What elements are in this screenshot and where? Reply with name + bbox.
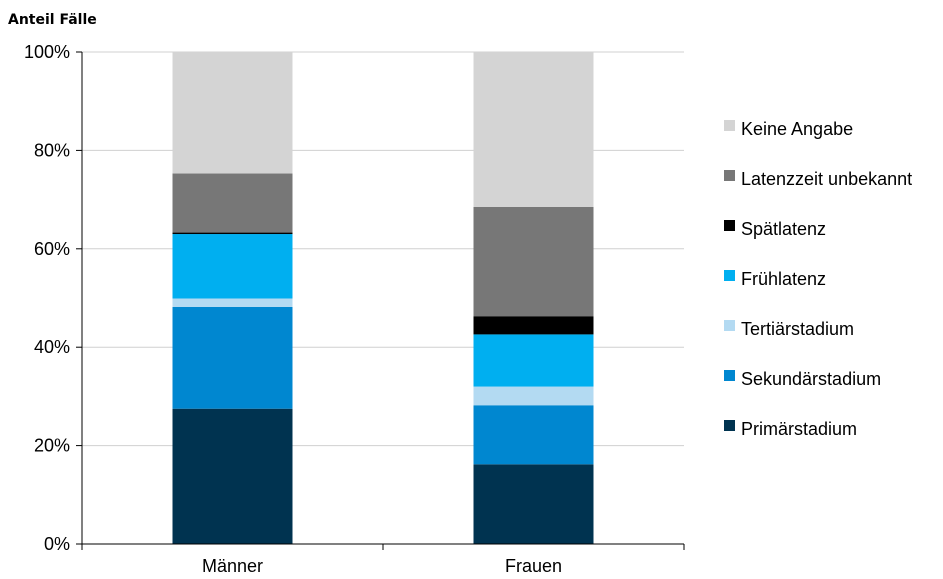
bar-segment — [473, 405, 594, 465]
bar-segment — [473, 316, 594, 335]
y-axis-title: Anteil Fälle — [8, 12, 97, 28]
bar-segment — [172, 232, 293, 235]
legend-swatch — [724, 220, 735, 231]
bar-stacks — [172, 52, 594, 544]
legend-swatch — [724, 270, 735, 281]
y-tick-label: 20% — [34, 436, 70, 456]
legend-label: Primärstadium — [741, 419, 857, 439]
legend-label: Latenzzeit unbekannt — [741, 169, 912, 189]
legend-swatch — [724, 120, 735, 131]
bar-segment — [172, 306, 293, 409]
legend: Keine Angabe Latenzzeit unbekannt Spätlate… — [724, 119, 912, 439]
bar-segment — [473, 386, 594, 406]
bar-segment — [172, 52, 293, 174]
bar-segment — [473, 206, 594, 317]
legend-swatch — [724, 370, 735, 381]
legend-label: Spätlatenz — [741, 219, 826, 239]
y-tick-label: 100% — [24, 42, 70, 62]
bar-segment — [473, 334, 594, 387]
legend-swatch — [724, 170, 735, 181]
y-tick-labels: 0% 20% 40% 60% 80% 100% — [24, 42, 82, 554]
y-tick-label: 80% — [34, 140, 70, 160]
gridlines — [82, 51, 684, 447]
axes — [81, 52, 684, 545]
y-tick-label: 40% — [34, 337, 70, 357]
bar-segment — [172, 234, 293, 299]
legend-swatch — [724, 320, 735, 331]
x-tick-label: Frauen — [505, 556, 562, 576]
bar-segment — [473, 464, 594, 544]
x-tick-label: Männer — [202, 556, 263, 576]
x-tick-labels: Männer Frauen — [81, 544, 685, 576]
legend-label: Frühlatenz — [741, 269, 826, 289]
legend-label: Keine Angabe — [741, 119, 853, 139]
y-tick-label: 0% — [44, 534, 70, 554]
legend-label: Tertiärstadium — [741, 319, 854, 339]
legend-label: Sekundärstadium — [741, 369, 881, 389]
bar-segment — [172, 173, 293, 233]
bar-segment — [473, 52, 594, 207]
y-tick-label: 60% — [34, 239, 70, 259]
bar-segment — [172, 408, 293, 544]
legend-swatch — [724, 420, 735, 431]
bar-segment — [172, 298, 293, 307]
